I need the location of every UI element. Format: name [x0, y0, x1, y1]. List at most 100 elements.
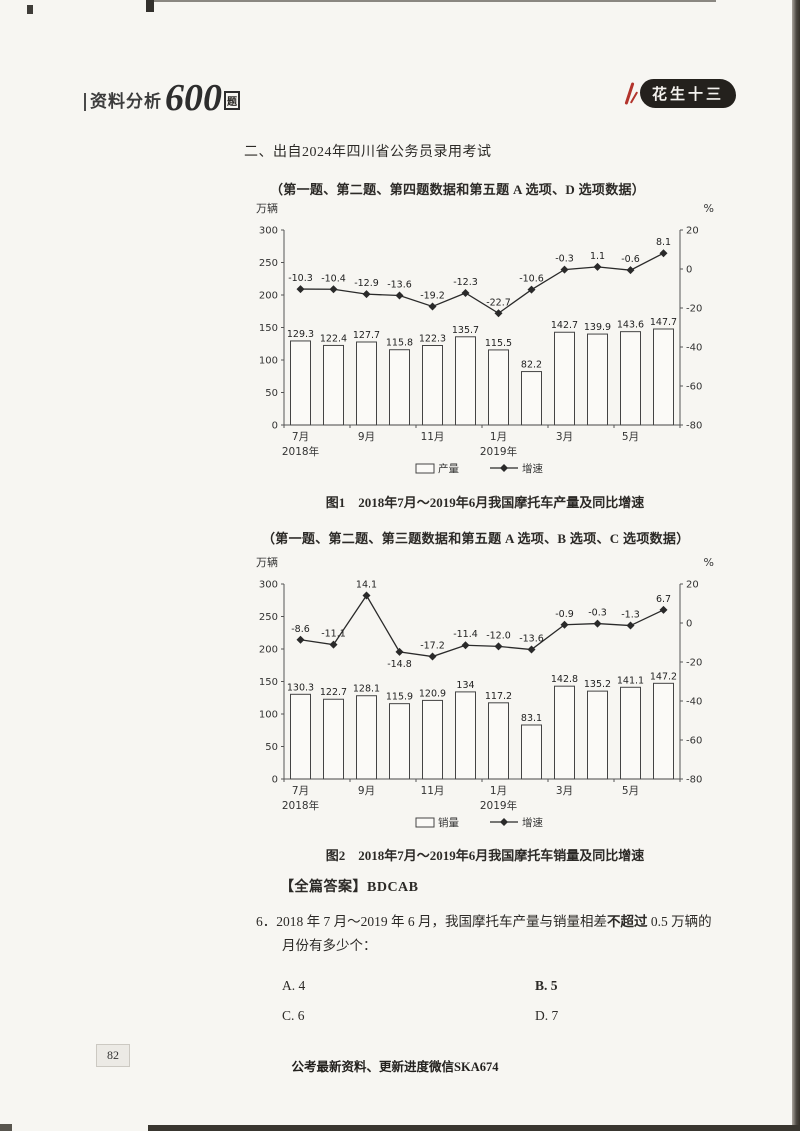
- svg-text:143.6: 143.6: [617, 320, 644, 331]
- svg-text:147.2: 147.2: [650, 671, 677, 682]
- svg-text:-40: -40: [686, 343, 702, 354]
- answers-value: BDCAB: [367, 880, 419, 895]
- option-a: A. 4: [282, 978, 306, 993]
- svg-text:5月: 5月: [622, 785, 639, 797]
- svg-text:200: 200: [259, 645, 278, 656]
- svg-text:127.7: 127.7: [353, 330, 380, 341]
- svg-text:115.9: 115.9: [386, 692, 413, 703]
- svg-text:3月: 3月: [556, 785, 573, 797]
- figure1-chart-area: 万辆% 0 50 100 150 200 250 300 -80 -60 -40 -20 0 20 129.…: [250, 198, 720, 487]
- svg-text:0: 0: [686, 265, 692, 276]
- svg-text:2019年: 2019年: [480, 445, 517, 458]
- svg-text:-17.2: -17.2: [420, 641, 445, 652]
- svg-text:5月: 5月: [622, 431, 639, 443]
- question-6-line1: 6．2018 年 7 月～2019 年 6 月，我国摩托车产量与销量相差不超过 …: [256, 910, 748, 934]
- svg-text:250: 250: [259, 612, 278, 623]
- svg-text:50: 50: [265, 388, 278, 399]
- svg-text:122.3: 122.3: [419, 334, 446, 345]
- svg-text:150: 150: [259, 677, 278, 688]
- svg-text:-0.9: -0.9: [555, 609, 574, 620]
- svg-text:-0.3: -0.3: [555, 254, 574, 265]
- figure1-chart: 万辆 % 0 50 100 150 200 250 300 -80 -60 -40 -20 0 20 129.…: [256, 201, 714, 475]
- svg-text:7月: 7月: [292, 431, 309, 443]
- brand-title: 资料分析: [90, 92, 162, 112]
- svg-text:-60: -60: [686, 736, 702, 747]
- svg-text:-13.6: -13.6: [519, 634, 544, 645]
- option-b: B. 5: [535, 978, 558, 993]
- question-number: 6．: [256, 914, 277, 929]
- svg-text:139.9: 139.9: [584, 322, 611, 333]
- svg-text:115.5: 115.5: [485, 338, 512, 349]
- scan-artifact-right-edge: [792, 0, 800, 1131]
- svg-text:9月: 9月: [358, 785, 375, 797]
- question-text: 2018 年 7 月～2019 年 6 月，我国摩托车产量与销量相差: [276, 914, 607, 929]
- svg-text:0: 0: [686, 619, 692, 630]
- scan-artifact-top-mark: [146, 0, 154, 12]
- svg-text:300: 300: [259, 580, 278, 591]
- svg-text:-13.6: -13.6: [387, 280, 412, 291]
- logo-text: 花生十三: [640, 79, 737, 108]
- svg-text:7月: 7月: [292, 785, 309, 797]
- svg-text:6.7: 6.7: [656, 594, 671, 605]
- scan-artifact-top-line: [150, 0, 716, 2]
- brand-number: 600: [165, 77, 222, 119]
- svg-text:11月: 11月: [421, 431, 445, 443]
- scan-artifact-bottom-edge: [148, 1125, 800, 1131]
- svg-text:-11.4: -11.4: [453, 629, 478, 640]
- figure1-caption: 图1 2018年7月～2019年6月我国摩托车产量及同比增速: [325, 495, 645, 510]
- svg-text:-0.3: -0.3: [588, 608, 607, 619]
- svg-text:-19.2: -19.2: [420, 290, 445, 301]
- svg-text:20: 20: [686, 226, 699, 237]
- svg-text:3月: 3月: [556, 431, 573, 443]
- svg-text:-60: -60: [686, 382, 702, 393]
- svg-text:115.8: 115.8: [386, 338, 413, 349]
- svg-text:134: 134: [456, 680, 474, 691]
- section-heading: 二、出自2024年四川省公务员录用考试: [244, 145, 492, 160]
- svg-text:100: 100: [259, 356, 278, 367]
- svg-text:-40: -40: [686, 697, 702, 708]
- svg-text:122.7: 122.7: [320, 687, 347, 698]
- svg-text:135.7: 135.7: [452, 325, 479, 336]
- svg-text:142.8: 142.8: [551, 674, 578, 685]
- svg-text:0: 0: [272, 775, 278, 786]
- option-d: D. 7: [535, 1008, 559, 1023]
- brand-suffix-badge: 题: [224, 91, 240, 111]
- svg-text:2019年: 2019年: [480, 799, 517, 812]
- figure2-chart-area: 万辆% 0 50 100 150 200 250 300 -80 -60 -40 -20 0 20 130.…: [250, 552, 720, 841]
- svg-text:50: 50: [265, 742, 278, 753]
- svg-text:14.1: 14.1: [356, 580, 377, 591]
- option-c: C. 6: [282, 1008, 305, 1023]
- svg-text:-12.9: -12.9: [354, 278, 379, 289]
- svg-text:-20: -20: [686, 658, 702, 669]
- svg-text:-22.7: -22.7: [486, 297, 511, 308]
- svg-text:117.2: 117.2: [485, 691, 512, 702]
- question-text-emphasis: 不超过: [607, 914, 648, 929]
- figure2-caption: 图2 2018年7月～2019年6月我国摩托车销量及同比增速: [325, 848, 645, 863]
- figure2-chart: 万辆 % 0 50 100 150 200 250 300 -80 -60 -40 -20 0 20 130.…: [256, 555, 714, 829]
- svg-text:129.3: 129.3: [287, 329, 314, 340]
- svg-text:-12.0: -12.0: [486, 630, 511, 641]
- svg-text:-11.1: -11.1: [321, 629, 346, 640]
- svg-text:9月: 9月: [358, 431, 375, 443]
- footer-promo: 公考最新资料、更新进度微信SKA674: [291, 1060, 499, 1074]
- question-6: 6．2018 年 7 月～2019 年 6 月，我国摩托车产量与销量相差不超过 …: [256, 910, 748, 957]
- svg-text:-14.8: -14.8: [387, 659, 412, 670]
- svg-text:-1.3: -1.3: [621, 610, 640, 621]
- svg-text:-10.3: -10.3: [288, 273, 313, 284]
- svg-text:11月: 11月: [421, 785, 445, 797]
- svg-text:-80: -80: [686, 775, 702, 786]
- svg-text:-0.6: -0.6: [621, 254, 640, 265]
- svg-text:8.1: 8.1: [656, 237, 671, 248]
- page-number: 82: [96, 1044, 130, 1067]
- book-brand: 资料分析 600 题: [84, 77, 240, 119]
- question-6-line2: 月份有多少个：: [282, 937, 377, 953]
- svg-text:122.4: 122.4: [320, 333, 347, 344]
- svg-text:128.1: 128.1: [353, 684, 380, 695]
- svg-text:1.1: 1.1: [590, 251, 605, 262]
- svg-text:82.2: 82.2: [521, 360, 542, 371]
- answers-line: 【全篇答案】BDCAB: [280, 876, 419, 896]
- svg-text:147.7: 147.7: [650, 317, 677, 328]
- svg-text:0: 0: [272, 421, 278, 432]
- svg-text:2018年: 2018年: [282, 799, 319, 812]
